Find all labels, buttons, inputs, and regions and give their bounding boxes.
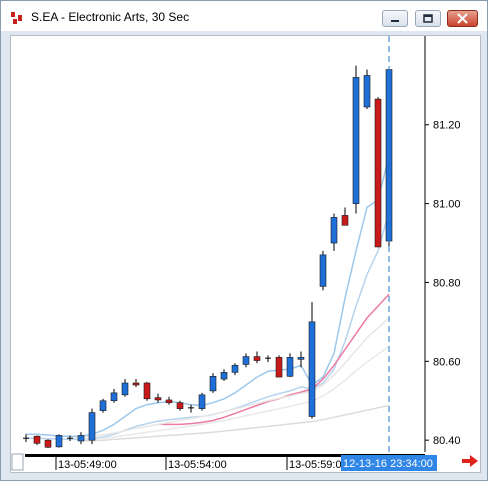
candle-body bbox=[44, 439, 52, 448]
candle bbox=[165, 396, 173, 405]
candle-body bbox=[253, 356, 261, 361]
candle bbox=[143, 381, 151, 401]
candle bbox=[297, 351, 305, 368]
candle-body bbox=[99, 400, 107, 411]
candle-body bbox=[176, 402, 184, 409]
candle bbox=[55, 434, 63, 448]
candle-body bbox=[341, 215, 349, 226]
candle bbox=[352, 65, 360, 214]
candle-body bbox=[154, 397, 162, 401]
close-button[interactable] bbox=[447, 10, 478, 27]
title-bar[interactable]: S.EA - Electronic Arts, 30 Sec bbox=[1, 1, 487, 31]
candle-body bbox=[297, 357, 305, 360]
candle-body bbox=[286, 357, 294, 377]
time-axis-scroll-box[interactable] bbox=[11, 453, 24, 471]
candle-body bbox=[363, 75, 371, 108]
minimize-icon bbox=[391, 20, 399, 22]
candle bbox=[265, 355, 271, 363]
close-icon bbox=[457, 13, 468, 24]
x-tick-label: 13-05:59:00 bbox=[289, 459, 348, 471]
cursor-time-label: 12-13-16 23:34:00 bbox=[343, 458, 433, 470]
candle bbox=[275, 355, 283, 378]
candle-body bbox=[143, 382, 151, 400]
candle bbox=[220, 369, 228, 382]
scroll-right-arrow-icon[interactable] bbox=[460, 453, 480, 469]
candle bbox=[154, 393, 162, 403]
candle-body bbox=[308, 321, 316, 417]
moving-average-line bbox=[80, 404, 390, 442]
candle bbox=[77, 432, 85, 445]
candle-body bbox=[220, 372, 228, 380]
candle bbox=[188, 404, 194, 413]
moving-average-line bbox=[80, 345, 390, 441]
price-axis-background bbox=[425, 36, 480, 472]
candle bbox=[198, 392, 206, 411]
candle-body bbox=[275, 357, 283, 378]
candle bbox=[121, 379, 129, 397]
x-tick-label: 13-05:54:00 bbox=[168, 459, 227, 471]
candle-body bbox=[77, 435, 85, 442]
candle bbox=[88, 408, 96, 445]
candle-body bbox=[88, 412, 96, 441]
candle-body bbox=[385, 69, 393, 242]
window-title: S.EA - Electronic Arts, 30 Sec bbox=[31, 10, 190, 24]
moving-average-line bbox=[26, 156, 390, 437]
candle bbox=[363, 69, 371, 109]
cursor-time-badge bbox=[341, 455, 437, 471]
candle bbox=[286, 353, 294, 378]
candle bbox=[330, 213, 338, 251]
candle bbox=[33, 435, 41, 445]
candle bbox=[242, 353, 250, 368]
candle bbox=[67, 435, 73, 441]
candle bbox=[374, 97, 382, 248]
candle-body bbox=[374, 98, 382, 248]
candle bbox=[44, 439, 52, 449]
y-tick-label: 81.00 bbox=[433, 199, 461, 211]
candle-body bbox=[121, 382, 129, 396]
candle-body bbox=[242, 356, 250, 365]
moving-average-line bbox=[26, 211, 390, 441]
candle-body bbox=[55, 435, 63, 448]
candle bbox=[23, 434, 29, 443]
candle bbox=[110, 388, 118, 403]
candle-body bbox=[319, 254, 327, 287]
candle-body bbox=[33, 435, 41, 444]
candle bbox=[209, 373, 217, 393]
chart-area[interactable]: 81.20 81.00 80.80 80.60 80.40 13-05:49:00 13-… bbox=[10, 35, 481, 473]
minimize-button[interactable] bbox=[382, 10, 408, 27]
candle bbox=[132, 379, 140, 387]
candle-body bbox=[110, 392, 118, 402]
candle bbox=[308, 302, 316, 419]
chart-app-icon bbox=[11, 12, 22, 24]
time-axis-bar bbox=[25, 454, 425, 457]
candle-body bbox=[198, 394, 206, 409]
candle bbox=[341, 207, 349, 226]
moving-average-line bbox=[69, 317, 390, 439]
candle bbox=[319, 250, 327, 291]
candle-body bbox=[330, 217, 338, 244]
restore-icon bbox=[423, 14, 433, 23]
x-tick-label: 13-05:49:00 bbox=[58, 459, 117, 471]
candle-body bbox=[231, 364, 239, 373]
price-chart[interactable]: 81.20 81.00 80.80 80.60 80.40 13-05:49:00 13-… bbox=[11, 36, 480, 472]
candle-body bbox=[209, 375, 217, 392]
candle bbox=[231, 363, 239, 376]
candle bbox=[99, 398, 107, 413]
y-tick-label: 80.60 bbox=[433, 356, 461, 368]
candle bbox=[253, 351, 261, 364]
candle-body bbox=[165, 399, 173, 404]
candle bbox=[176, 400, 184, 411]
y-tick-label: 80.80 bbox=[433, 277, 461, 289]
y-tick-label: 80.40 bbox=[433, 435, 461, 447]
candle-body bbox=[352, 77, 360, 204]
restore-button[interactable] bbox=[415, 10, 441, 27]
candle-body bbox=[132, 382, 140, 386]
y-tick-label: 81.20 bbox=[433, 120, 461, 132]
